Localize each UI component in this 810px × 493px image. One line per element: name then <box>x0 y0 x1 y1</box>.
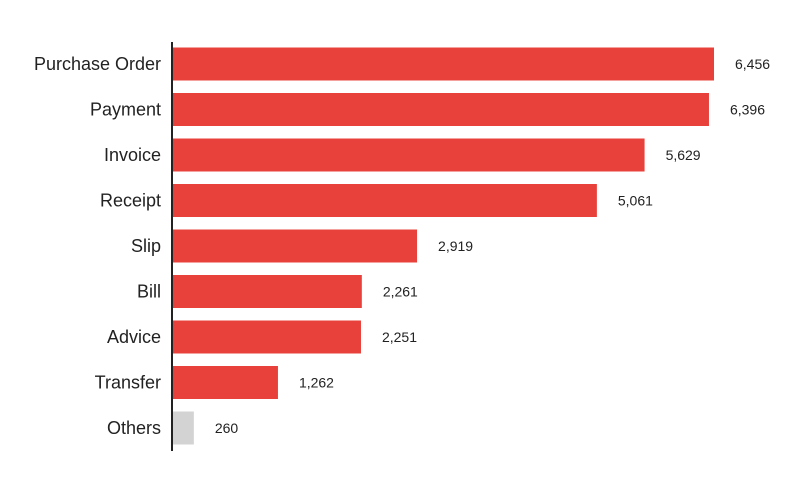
bar-transfer <box>172 366 278 399</box>
bar-invoice <box>172 138 645 172</box>
category-label-purchase-order: Purchase Order <box>34 54 161 74</box>
bar-advice <box>172 320 361 354</box>
value-label-others: 260 <box>215 420 239 436</box>
value-label-transfer: 1,262 <box>299 375 334 391</box>
bar-slip <box>172 229 418 263</box>
category-label-receipt: Receipt <box>100 191 161 211</box>
category-label-transfer: Transfer <box>95 373 161 393</box>
value-label-advice: 2,251 <box>382 329 417 345</box>
value-label-bill: 2,261 <box>383 284 418 300</box>
value-label-invoice: 5,629 <box>666 147 701 163</box>
category-label-payment: Payment <box>90 100 161 120</box>
value-label-payment: 6,396 <box>730 102 765 118</box>
category-label-slip: Slip <box>131 236 161 256</box>
bar-payment <box>172 93 709 126</box>
bar-bill <box>172 275 362 308</box>
category-label-invoice: Invoice <box>104 145 161 165</box>
category-label-advice: Advice <box>107 327 161 347</box>
bars-group <box>172 47 714 445</box>
value-label-receipt: 5,061 <box>618 193 653 209</box>
category-labels-group: Purchase Order Payment Invoice Receipt Slip B… <box>34 54 161 438</box>
value-label-purchase-order: 6,456 <box>735 56 770 72</box>
category-label-bill: Bill <box>137 282 161 302</box>
category-label-others: Others <box>107 418 161 438</box>
value-labels-group: 6,456 6,396 5,629 5,061 2,919 2,261 2,251 1,262… <box>215 56 770 436</box>
bar-others <box>172 411 194 445</box>
bar-receipt <box>172 184 597 217</box>
value-label-slip: 2,919 <box>438 238 473 254</box>
bar-purchase-order <box>172 47 714 81</box>
